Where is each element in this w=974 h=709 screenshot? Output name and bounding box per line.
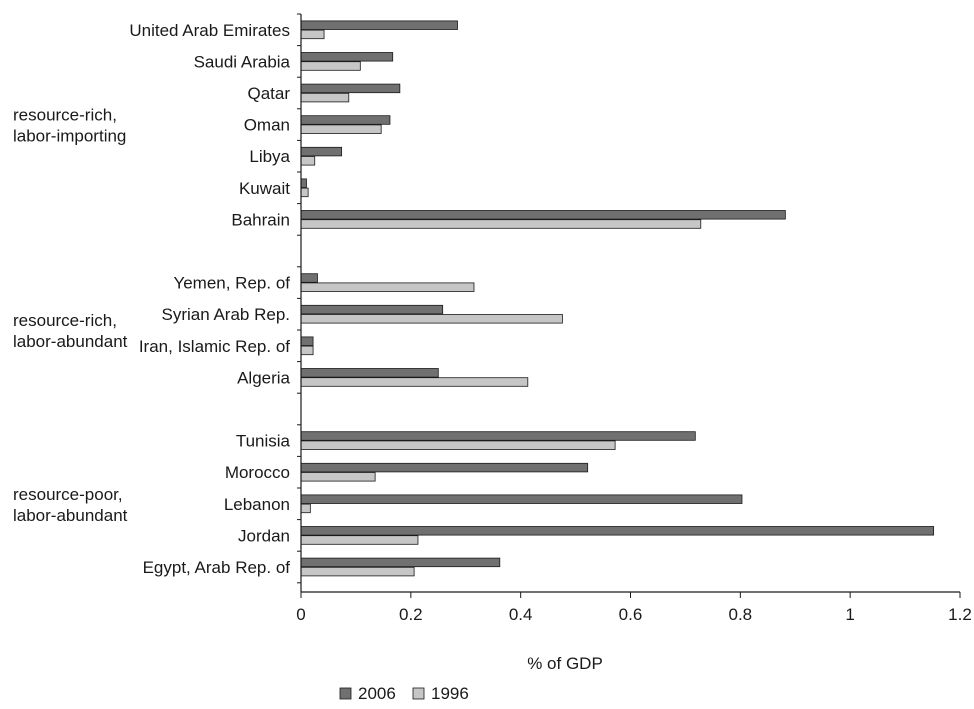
bar-1996 (300, 92, 350, 103)
category-label: Qatar (247, 84, 290, 103)
group-label: labor-abundant (13, 506, 128, 525)
bar-1996 (300, 124, 382, 134)
x-tick-label: 0.2 (399, 605, 423, 624)
bar-1996 (300, 535, 419, 545)
category-label: Morocco (225, 463, 290, 482)
bar-1996 (300, 472, 376, 482)
bar-1996 (300, 187, 309, 198)
bar-2006 (300, 146, 343, 157)
group-label: labor-importing (13, 127, 126, 146)
bar-1996 (300, 566, 415, 577)
bar-1996 (300, 345, 314, 356)
category-label: Oman (244, 116, 290, 135)
bar-1996 (300, 282, 475, 292)
bar-2006 (300, 336, 314, 346)
category-label: Saudi Arabia (194, 52, 291, 71)
bar-2006 (300, 304, 444, 315)
x-tick-label: 0.4 (509, 605, 533, 624)
bar-1996 (300, 61, 361, 71)
bar-2006 (300, 20, 458, 30)
bar-1996 (300, 219, 702, 229)
bar-2006 (300, 83, 401, 94)
bar-2006 (300, 431, 696, 441)
plot-area: United Arab Emirates Saudi Arabia Qatar Oma… (13, 13, 972, 624)
category-label: Jordan (238, 526, 290, 545)
x-tick-label: 1.2 (948, 605, 972, 624)
bar-1996 (300, 29, 325, 40)
bar-2006 (300, 526, 935, 536)
category-label: Bahrain (231, 210, 290, 229)
category-label: Libya (249, 147, 290, 166)
category-label: Egypt, Arab Rep. of (143, 558, 291, 577)
x-tick-label: 0 (296, 605, 305, 624)
category-label: Tunisia (236, 432, 291, 451)
group-label: resource-rich, (13, 311, 117, 330)
legend-swatch-1996 (412, 687, 425, 700)
bar-2006 (300, 462, 589, 473)
x-tick-label: 0.8 (729, 605, 753, 624)
bar-1996 (300, 503, 311, 514)
bar-2006 (300, 210, 786, 220)
category-label: Lebanon (224, 495, 290, 514)
bar-2006 (300, 494, 743, 504)
bar-2006 (300, 178, 307, 188)
bar-1996 (300, 440, 616, 450)
bar-2006 (300, 557, 501, 568)
group-label: resource-poor, (13, 485, 123, 504)
bar-2006 (300, 115, 391, 125)
category-label: Algeria (237, 368, 290, 387)
group-label: labor-abundant (13, 332, 128, 351)
legend-label-1996: 1996 (431, 684, 469, 703)
bar-1996 (300, 314, 563, 324)
legend-label-2006: 2006 (358, 684, 396, 703)
bar-1996 (300, 156, 316, 166)
category-label: United Arab Emirates (129, 21, 290, 40)
category-label: Iran, Islamic Rep. of (139, 337, 290, 356)
legend-swatch-2006 (339, 687, 352, 700)
bar-2006 (300, 273, 318, 283)
category-label: Kuwait (239, 179, 290, 198)
bar-1996 (300, 377, 529, 387)
bar-2006 (300, 368, 439, 378)
category-label: Yemen, Rep. of (173, 274, 290, 293)
x-axis-title: % of GDP (527, 654, 603, 673)
group-label: resource-rich, (13, 106, 117, 125)
x-tick-label: 1 (845, 605, 854, 624)
bar-2006 (300, 52, 394, 62)
legend: 2006 1996 (339, 684, 469, 703)
category-label: Syrian Arab Rep. (161, 305, 290, 324)
x-tick-label: 0.6 (619, 605, 643, 624)
